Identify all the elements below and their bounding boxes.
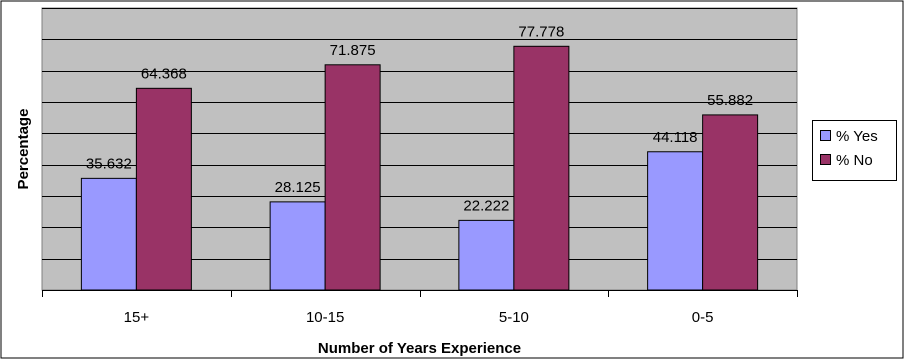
legend-label-no: % No (836, 152, 873, 169)
x-tick-label: 5-10 (499, 309, 529, 326)
data-label: 44.118 (653, 129, 698, 146)
x-tick-label: 10-15 (306, 309, 344, 326)
legend-swatch-no (820, 154, 831, 165)
bar-no-0 (135, 87, 192, 291)
data-label: 64.368 (141, 65, 187, 82)
legend: % Yes % No (812, 120, 897, 181)
bar-yes-0 (80, 177, 137, 291)
x-axis-title: Number of Years Experience (318, 340, 521, 357)
bar-no-3 (702, 114, 759, 291)
data-label: 71.875 (330, 42, 376, 59)
bar-no-2 (513, 45, 570, 291)
bar-yes-1 (269, 201, 326, 291)
bar-yes-2 (458, 219, 515, 291)
data-labels: 35.632 64.368 28.125 71.875 22.222 77.778 44.1… (86, 23, 753, 214)
x-axis: 15+ 10-15 5-10 0-5 (42, 290, 798, 326)
legend-label-yes: % Yes (836, 128, 878, 145)
x-tick-label: 0-5 (692, 309, 714, 326)
legend-swatch-yes (820, 130, 831, 141)
data-label: 77.778 (518, 23, 564, 40)
data-label: 22.222 (463, 197, 509, 214)
bar-yes-3 (647, 151, 704, 291)
data-label: 55.882 (707, 92, 753, 109)
bar-no-1 (324, 64, 381, 291)
bars (80, 45, 759, 291)
y-axis-title: Percentage (15, 109, 32, 190)
x-tick-label: 15+ (124, 309, 150, 326)
data-label: 28.125 (275, 179, 321, 196)
data-label: 35.632 (86, 155, 132, 172)
